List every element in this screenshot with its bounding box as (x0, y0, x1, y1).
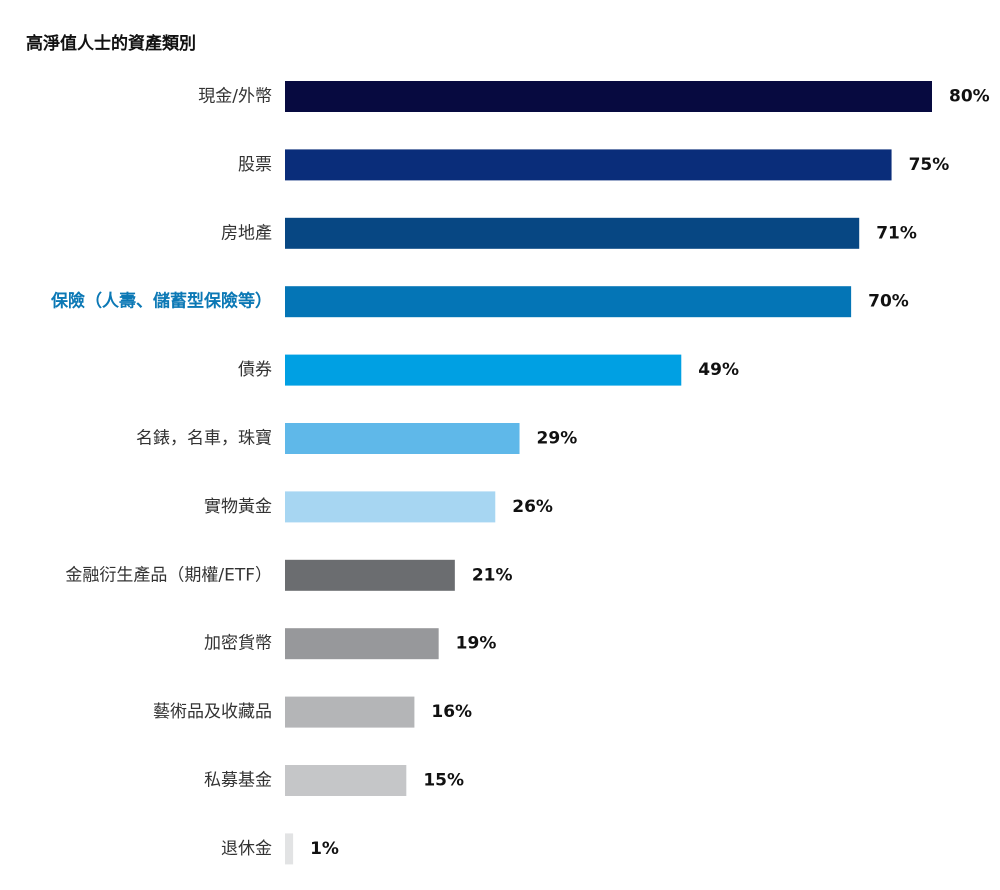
bar (285, 765, 407, 796)
bar-row: 保險（人壽、儲蓄型保險等） 70% (50, 286, 909, 318)
bar (285, 491, 496, 523)
category-label: 債券 (238, 360, 272, 380)
value-label: 29% (537, 429, 578, 449)
bar (285, 833, 294, 865)
bar-row: 債券 49% (238, 354, 739, 386)
category-label: 私募基金 (204, 771, 272, 791)
category-label: 加密貨幣 (204, 634, 272, 654)
bar (285, 559, 455, 591)
value-label: 71% (876, 223, 917, 243)
bar (285, 217, 860, 249)
value-label: 75% (909, 155, 950, 175)
bar-row: 加密貨幣 19% (204, 628, 497, 660)
category-label: 保險（人壽、儲蓄型保險等） (50, 291, 272, 312)
bar-row: 實物黃金 26% (204, 491, 553, 523)
value-label: 15% (423, 771, 464, 791)
category-label: 股票 (238, 155, 272, 175)
bar (285, 286, 852, 318)
bar (285, 354, 682, 386)
bar (285, 628, 439, 660)
chart-title: 高淨值人士的資產類別 (26, 33, 196, 54)
bar-row: 退休金 1% (221, 833, 339, 865)
category-label: 金融衍生產品（期權/ETF） (65, 565, 272, 585)
bar-row: 房地產 71% (221, 217, 917, 249)
bar-row: 金融衍生產品（期權/ETF） 21% (65, 559, 513, 591)
category-label: 房地產 (221, 223, 272, 243)
value-label: 49% (698, 360, 739, 380)
category-label: 退休金 (221, 839, 272, 859)
bars-layer: 現金/外幣 80% 股票 75% 房地產 71% 保險（人壽、儲蓄型保險等） 70% 債券 49%… (50, 81, 990, 865)
value-label: 70% (868, 292, 909, 312)
bar (285, 696, 415, 728)
bar (285, 81, 932, 112)
bar-row: 股票 75% (238, 149, 950, 181)
category-label: 實物黃金 (204, 497, 272, 517)
value-label: 26% (512, 497, 553, 517)
category-label: 名錶，名車，珠寶 (136, 428, 272, 449)
bar (285, 423, 520, 454)
value-label: 80% (949, 87, 990, 107)
category-label: 藝術品及收藏品 (153, 702, 272, 722)
bar-row: 名錶，名車，珠寶 29% (136, 423, 577, 454)
bar-row: 私募基金 15% (204, 765, 464, 796)
value-label: 1% (310, 839, 339, 859)
value-label: 19% (456, 634, 497, 654)
bar (285, 149, 892, 181)
value-label: 21% (472, 565, 513, 585)
value-label: 16% (431, 702, 472, 722)
bar-row: 藝術品及收藏品 16% (153, 696, 472, 728)
category-label: 現金/外幣 (198, 87, 272, 107)
bar-row: 現金/外幣 80% (198, 81, 990, 112)
